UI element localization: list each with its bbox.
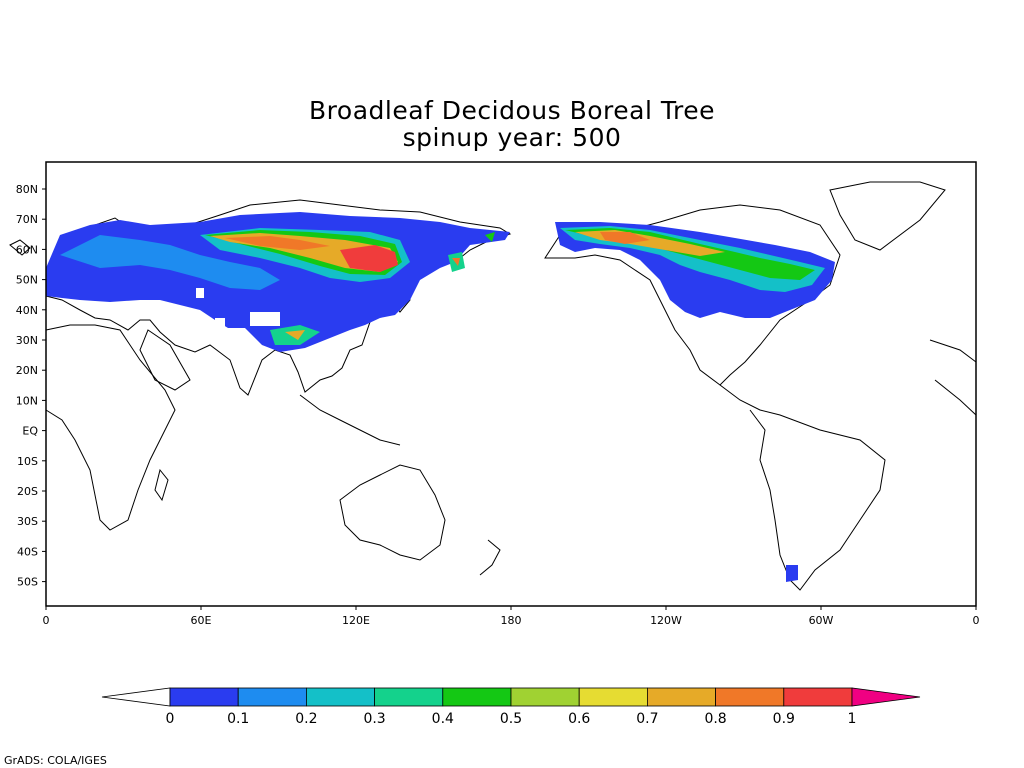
colorbar-swatch — [510, 687, 580, 707]
lat-tick-label: 50S — [17, 576, 38, 589]
lat-tick-label: 60N — [16, 243, 38, 256]
colorbar-label: 0.3 — [363, 711, 385, 727]
lat-tick-label: 40S — [17, 545, 38, 558]
lon-tick-label: 60E — [191, 614, 212, 627]
map-title: Broadleaf Decidous Boreal Tree — [309, 96, 715, 125]
colorbar-label: 0.1 — [227, 711, 249, 727]
latitude-axis: 80N 70N 60N 50N 40N 30N 20N 10N EQ 10S 20S 30S 40S 50… — [16, 183, 46, 589]
lat-tick-label: 50N — [16, 274, 38, 287]
lon-tick-label: 60W — [809, 614, 834, 627]
colorbar-swatch — [237, 687, 307, 707]
lat-tick-label: 10S — [17, 455, 38, 468]
colorbar-label: 0.7 — [636, 711, 658, 727]
colorbar-label: 0.4 — [432, 711, 454, 727]
colorbar-high-arrow — [851, 687, 921, 707]
colorbar-label: 1 — [848, 711, 857, 727]
lat-tick-label: 30N — [16, 334, 38, 347]
colorbar-swatch — [578, 687, 648, 707]
colorbar-swatch — [374, 687, 444, 707]
colorbar-swatch — [647, 687, 717, 707]
lon-tick-label: 0 — [43, 614, 50, 627]
colorbar-swatch — [783, 687, 853, 707]
lat-tick-label: EQ — [22, 425, 38, 438]
colorbar-label: 0.5 — [500, 711, 522, 727]
longitude-axis: 0 60E 120E 180 120W 60W 0 — [43, 606, 980, 627]
map-subtitle: spinup year: 500 — [402, 123, 622, 152]
data-field — [46, 212, 835, 582]
lat-tick-label: 30S — [17, 515, 38, 528]
credit-label: GrADS: COLA/IGES — [4, 754, 107, 767]
lat-tick-label: 40N — [16, 304, 38, 317]
colorbar-label: 0.6 — [568, 711, 590, 727]
lon-tick-label: 120W — [650, 614, 682, 627]
colorbar-label: 0.2 — [295, 711, 317, 727]
colorbar-label: 0 — [166, 711, 175, 727]
colorbar-swatch — [715, 687, 785, 707]
lon-tick-label: 120E — [342, 614, 370, 627]
colorbar: 0 0.1 0.2 0.3 0.4 0.5 0.6 0.7 0.8 0.9 1 — [101, 687, 921, 727]
lat-tick-label: 20S — [17, 485, 38, 498]
colorbar-swatch — [305, 687, 375, 707]
lon-tick-label: 180 — [501, 614, 522, 627]
colorbar-label: 0.9 — [773, 711, 795, 727]
lat-tick-label: 80N — [16, 183, 38, 196]
colorbar-swatch — [442, 687, 512, 707]
lon-tick-label: 0 — [973, 614, 980, 627]
colorbar-swatch — [169, 687, 239, 707]
colorbar-label: 0.8 — [704, 711, 726, 727]
lat-tick-label: 10N — [16, 394, 38, 407]
lat-tick-label: 70N — [16, 213, 38, 226]
lat-tick-label: 20N — [16, 364, 38, 377]
colorbar-low-arrow — [101, 687, 171, 707]
